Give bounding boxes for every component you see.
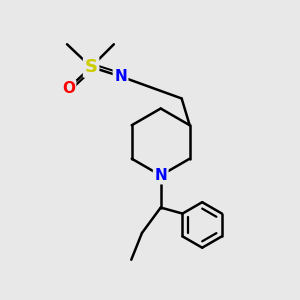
Text: O: O xyxy=(62,81,75,96)
Text: N: N xyxy=(114,69,127,84)
Text: S: S xyxy=(85,58,98,76)
Text: N: N xyxy=(154,168,167,183)
